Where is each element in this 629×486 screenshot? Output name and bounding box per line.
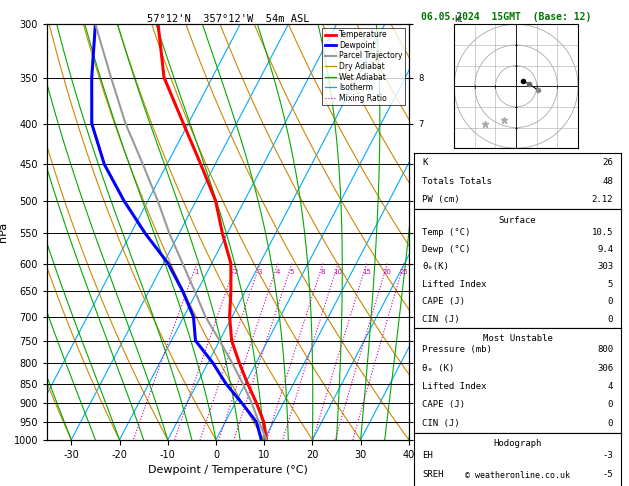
Text: Lifted Index: Lifted Index	[422, 280, 487, 289]
Text: 4: 4	[276, 269, 280, 275]
Y-axis label: km
ASL: km ASL	[443, 232, 462, 254]
Text: 1: 1	[194, 269, 199, 275]
Legend: Temperature, Dewpoint, Parcel Trajectory, Dry Adiabat, Wet Adiabat, Isotherm, Mi: Temperature, Dewpoint, Parcel Trajectory…	[323, 28, 405, 105]
Text: 26: 26	[603, 158, 613, 167]
Text: 303: 303	[597, 262, 613, 271]
Text: 306: 306	[597, 364, 613, 373]
Text: 0: 0	[608, 419, 613, 428]
Text: 10: 10	[333, 269, 343, 275]
Text: θₑ (K): θₑ (K)	[422, 364, 454, 373]
Text: 10.5: 10.5	[592, 227, 613, 237]
Text: 0: 0	[608, 297, 613, 306]
Text: Totals Totals: Totals Totals	[422, 176, 492, 186]
Text: 2: 2	[234, 269, 238, 275]
Text: Temp (°C): Temp (°C)	[422, 227, 470, 237]
Text: © weatheronline.co.uk: © weatheronline.co.uk	[465, 471, 570, 480]
Text: EH: EH	[422, 451, 433, 460]
Text: θₑ(K): θₑ(K)	[422, 262, 449, 271]
Text: Dewp (°C): Dewp (°C)	[422, 245, 470, 254]
Text: 15: 15	[362, 269, 371, 275]
Text: 5: 5	[608, 280, 613, 289]
Text: CAPE (J): CAPE (J)	[422, 400, 465, 409]
Title: 57°12'N  357°12'W  54m ASL: 57°12'N 357°12'W 54m ASL	[147, 14, 309, 23]
Text: Surface: Surface	[499, 216, 537, 225]
Text: kt: kt	[454, 15, 462, 24]
Text: -5: -5	[603, 470, 613, 479]
Text: K: K	[422, 158, 428, 167]
Text: 0: 0	[608, 400, 613, 409]
Text: CIN (J): CIN (J)	[422, 315, 460, 324]
Text: 20: 20	[383, 269, 392, 275]
Text: -3: -3	[603, 451, 613, 460]
X-axis label: Dewpoint / Temperature (°C): Dewpoint / Temperature (°C)	[148, 465, 308, 475]
Text: Pressure (mb): Pressure (mb)	[422, 345, 492, 354]
Text: 48: 48	[603, 176, 613, 186]
Text: Most Unstable: Most Unstable	[482, 334, 553, 343]
Text: 2.12: 2.12	[592, 195, 613, 204]
Text: 4: 4	[608, 382, 613, 391]
Text: Lifted Index: Lifted Index	[422, 382, 487, 391]
Text: 25: 25	[399, 269, 408, 275]
Text: 9.4: 9.4	[597, 245, 613, 254]
Text: 5: 5	[290, 269, 294, 275]
Text: 3: 3	[258, 269, 262, 275]
Text: Hodograph: Hodograph	[494, 439, 542, 448]
Text: PW (cm): PW (cm)	[422, 195, 460, 204]
Text: 06.05.2024  15GMT  (Base: 12): 06.05.2024 15GMT (Base: 12)	[421, 12, 591, 22]
Text: CIN (J): CIN (J)	[422, 419, 460, 428]
Y-axis label: hPa: hPa	[0, 222, 8, 242]
Text: CAPE (J): CAPE (J)	[422, 297, 465, 306]
Text: 800: 800	[597, 345, 613, 354]
Text: SREH: SREH	[422, 470, 443, 479]
Text: 8: 8	[321, 269, 325, 275]
Text: 0: 0	[608, 315, 613, 324]
